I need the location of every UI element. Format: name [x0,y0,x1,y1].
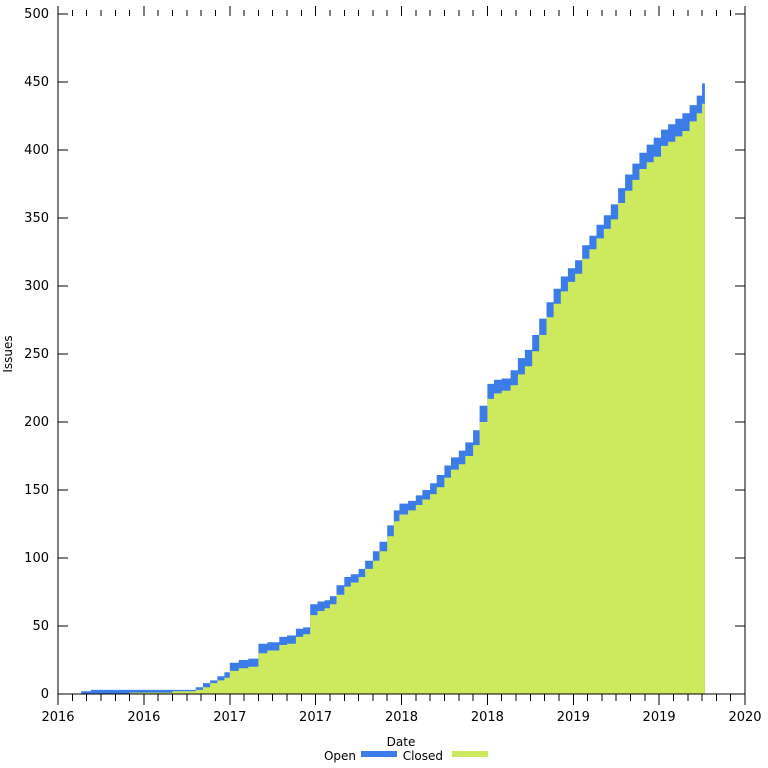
legend-label-closed: Closed [403,749,443,763]
areas-layer [81,68,705,694]
y-axis-title: Issues [1,335,15,372]
x-tick-label: 2020 [728,710,761,725]
y-tick-label: 350 [24,211,49,226]
y-tick-label: 50 [32,619,49,634]
y-tick-label: 450 [24,75,49,90]
legend-label-open: Open [324,749,356,763]
legend: Open Closed [324,749,488,763]
x-tick-label: 2017 [299,710,332,725]
axes-layer: 2016 2016 2017 2017 2018 2018 2019 2019 2020 0 50 1… [24,6,762,725]
y-tick-label: 500 [24,7,49,22]
x-tick-label: 2018 [385,710,418,725]
y-tick-label: 300 [24,279,49,294]
plot-border [57,14,746,695]
x-axis-title: Date [387,735,416,749]
y-tick-label: 150 [24,483,49,498]
closed-area [81,97,705,694]
legend-swatch-open [361,751,397,757]
x-tick-label: 2019 [557,710,590,725]
y-tick-label: 100 [24,551,49,566]
y-tick-label: 400 [24,143,49,158]
y-tick-label: 0 [41,687,49,702]
x-tick-label: 2016 [41,710,74,725]
y-tick-label: 200 [24,415,49,430]
legend-swatch-closed [452,751,488,757]
x-tick-label: 2018 [471,710,504,725]
x-tick-label: 2016 [127,710,160,725]
x-tick-label: 2017 [213,710,246,725]
y-tick-label: 250 [24,347,49,362]
x-tick-label: 2019 [643,710,676,725]
